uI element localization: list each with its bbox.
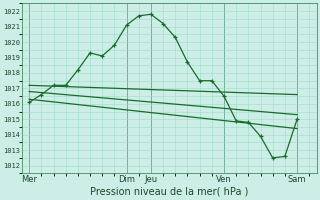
X-axis label: Pression niveau de la mer( hPa ): Pression niveau de la mer( hPa ) [90,187,248,197]
